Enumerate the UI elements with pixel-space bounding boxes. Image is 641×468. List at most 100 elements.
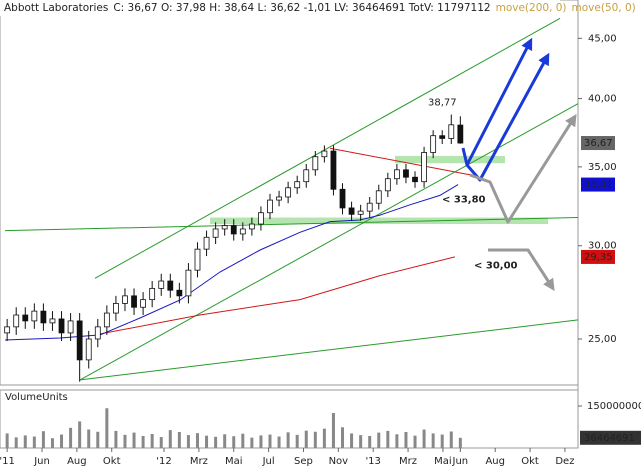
price-tag: 33,81 xyxy=(584,180,613,191)
volume-tick-label: 150000000 xyxy=(587,401,641,412)
candle-body xyxy=(258,212,264,225)
price-tag: 36,67 xyxy=(584,138,613,149)
volume-bar xyxy=(232,436,236,448)
candle-body xyxy=(49,318,56,324)
trendline xyxy=(5,217,579,232)
candle-body xyxy=(276,196,282,201)
candle-body xyxy=(103,312,110,328)
legend-entry: move(50, 0) xyxy=(572,2,636,14)
candle-body xyxy=(412,176,418,183)
y-tick-label: 30,00 xyxy=(588,241,617,252)
candle-body xyxy=(321,150,328,158)
volume-bar xyxy=(150,434,154,448)
volume-bar xyxy=(286,432,290,448)
volume-bar xyxy=(259,435,263,448)
candle-body xyxy=(230,225,237,235)
y-tick-label: 45,00 xyxy=(588,33,617,44)
volume-bar xyxy=(404,432,408,448)
trendline xyxy=(94,17,561,279)
x-tick-label: Mrz xyxy=(190,456,208,467)
volume-bar xyxy=(177,432,181,448)
x-tick-label: Mai xyxy=(434,456,452,467)
candle-body xyxy=(384,178,391,192)
x-tick-label: Jun xyxy=(452,456,469,467)
price-tag: 29,35 xyxy=(584,252,613,263)
volume-bar xyxy=(60,434,64,448)
volume-bar xyxy=(413,435,417,448)
candle-body xyxy=(403,169,409,178)
volume-bar xyxy=(395,434,399,448)
volume-bar xyxy=(186,435,190,448)
candle-body xyxy=(67,320,74,334)
volume-bar xyxy=(69,427,73,448)
volume-bar xyxy=(277,436,281,448)
trendline xyxy=(329,147,476,177)
volume-bar xyxy=(386,430,390,448)
candle-body xyxy=(85,338,92,361)
volume-bar xyxy=(331,413,335,448)
candle-body xyxy=(448,124,455,139)
candle-body xyxy=(439,135,446,139)
volume-bar xyxy=(114,430,118,448)
volume-bar xyxy=(295,434,299,448)
volume-bar xyxy=(78,421,82,448)
volume-bar xyxy=(205,435,209,448)
x-tick-label: Aug xyxy=(485,456,505,467)
volume-tag-bg xyxy=(580,430,641,445)
support-zone xyxy=(210,217,549,225)
volume-bar xyxy=(23,435,27,448)
price-tag-bg xyxy=(581,177,615,192)
candle-body xyxy=(339,188,346,209)
volume-bar xyxy=(304,430,308,448)
volume-bar xyxy=(123,434,127,448)
candle-body xyxy=(221,225,228,230)
volume-bar xyxy=(214,436,218,448)
candle-body xyxy=(149,287,156,301)
candle-body xyxy=(58,318,65,334)
candle-body xyxy=(348,207,355,215)
volume-bar xyxy=(87,429,91,448)
volume-bar xyxy=(431,433,435,448)
legend-entry: move(200, 0) xyxy=(496,2,567,14)
header: Abbott Laboratories C: 36,67 O: 37,98 H: … xyxy=(4,2,636,14)
candle-body xyxy=(185,269,192,297)
y-tick-label: 40,00 xyxy=(588,94,617,105)
candle-body xyxy=(113,303,119,314)
title: Abbott Laboratories xyxy=(4,2,108,14)
volume-bar xyxy=(223,434,227,448)
candle-body xyxy=(158,280,165,289)
candle-body xyxy=(430,135,437,153)
arrow xyxy=(488,248,555,292)
volume-bar xyxy=(14,437,18,448)
candle-body xyxy=(212,228,219,238)
x-tick-label: Dez xyxy=(555,456,574,467)
volume-bar xyxy=(195,433,199,448)
moving-average xyxy=(94,256,456,336)
candle-body xyxy=(76,320,83,361)
volume-bar xyxy=(250,437,254,448)
volume-bar xyxy=(168,430,172,448)
volume-bar xyxy=(458,437,462,448)
volume-bar xyxy=(368,435,372,448)
forecast-arrows xyxy=(461,37,577,292)
volume-bar xyxy=(5,433,9,448)
x-tick-label: Mrz xyxy=(399,456,417,467)
candle-body xyxy=(357,210,364,215)
candle-body xyxy=(393,169,400,180)
candle-body xyxy=(122,295,128,304)
volume-bar xyxy=(105,408,109,448)
candle-body xyxy=(31,310,38,322)
volume-bar xyxy=(422,429,426,448)
candle-body xyxy=(267,199,273,214)
candle-body xyxy=(375,190,382,204)
volume-bar xyxy=(322,428,326,448)
price-tag-bg xyxy=(581,136,615,151)
volume-bar xyxy=(377,432,381,448)
header-stats: C: 36,67 O: 37,98 H: 38,64 L: 36,62 -1,0… xyxy=(113,2,490,14)
volume-bar xyxy=(268,434,272,448)
x-tick-label: Sep xyxy=(294,456,313,467)
annotation: < 30,00 xyxy=(474,261,518,272)
candle-body xyxy=(4,326,11,334)
